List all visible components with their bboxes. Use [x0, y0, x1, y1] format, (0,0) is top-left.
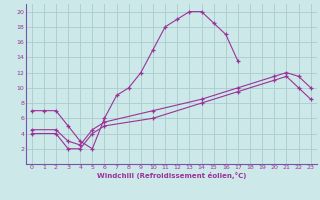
X-axis label: Windchill (Refroidissement éolien,°C): Windchill (Refroidissement éolien,°C): [97, 172, 246, 179]
